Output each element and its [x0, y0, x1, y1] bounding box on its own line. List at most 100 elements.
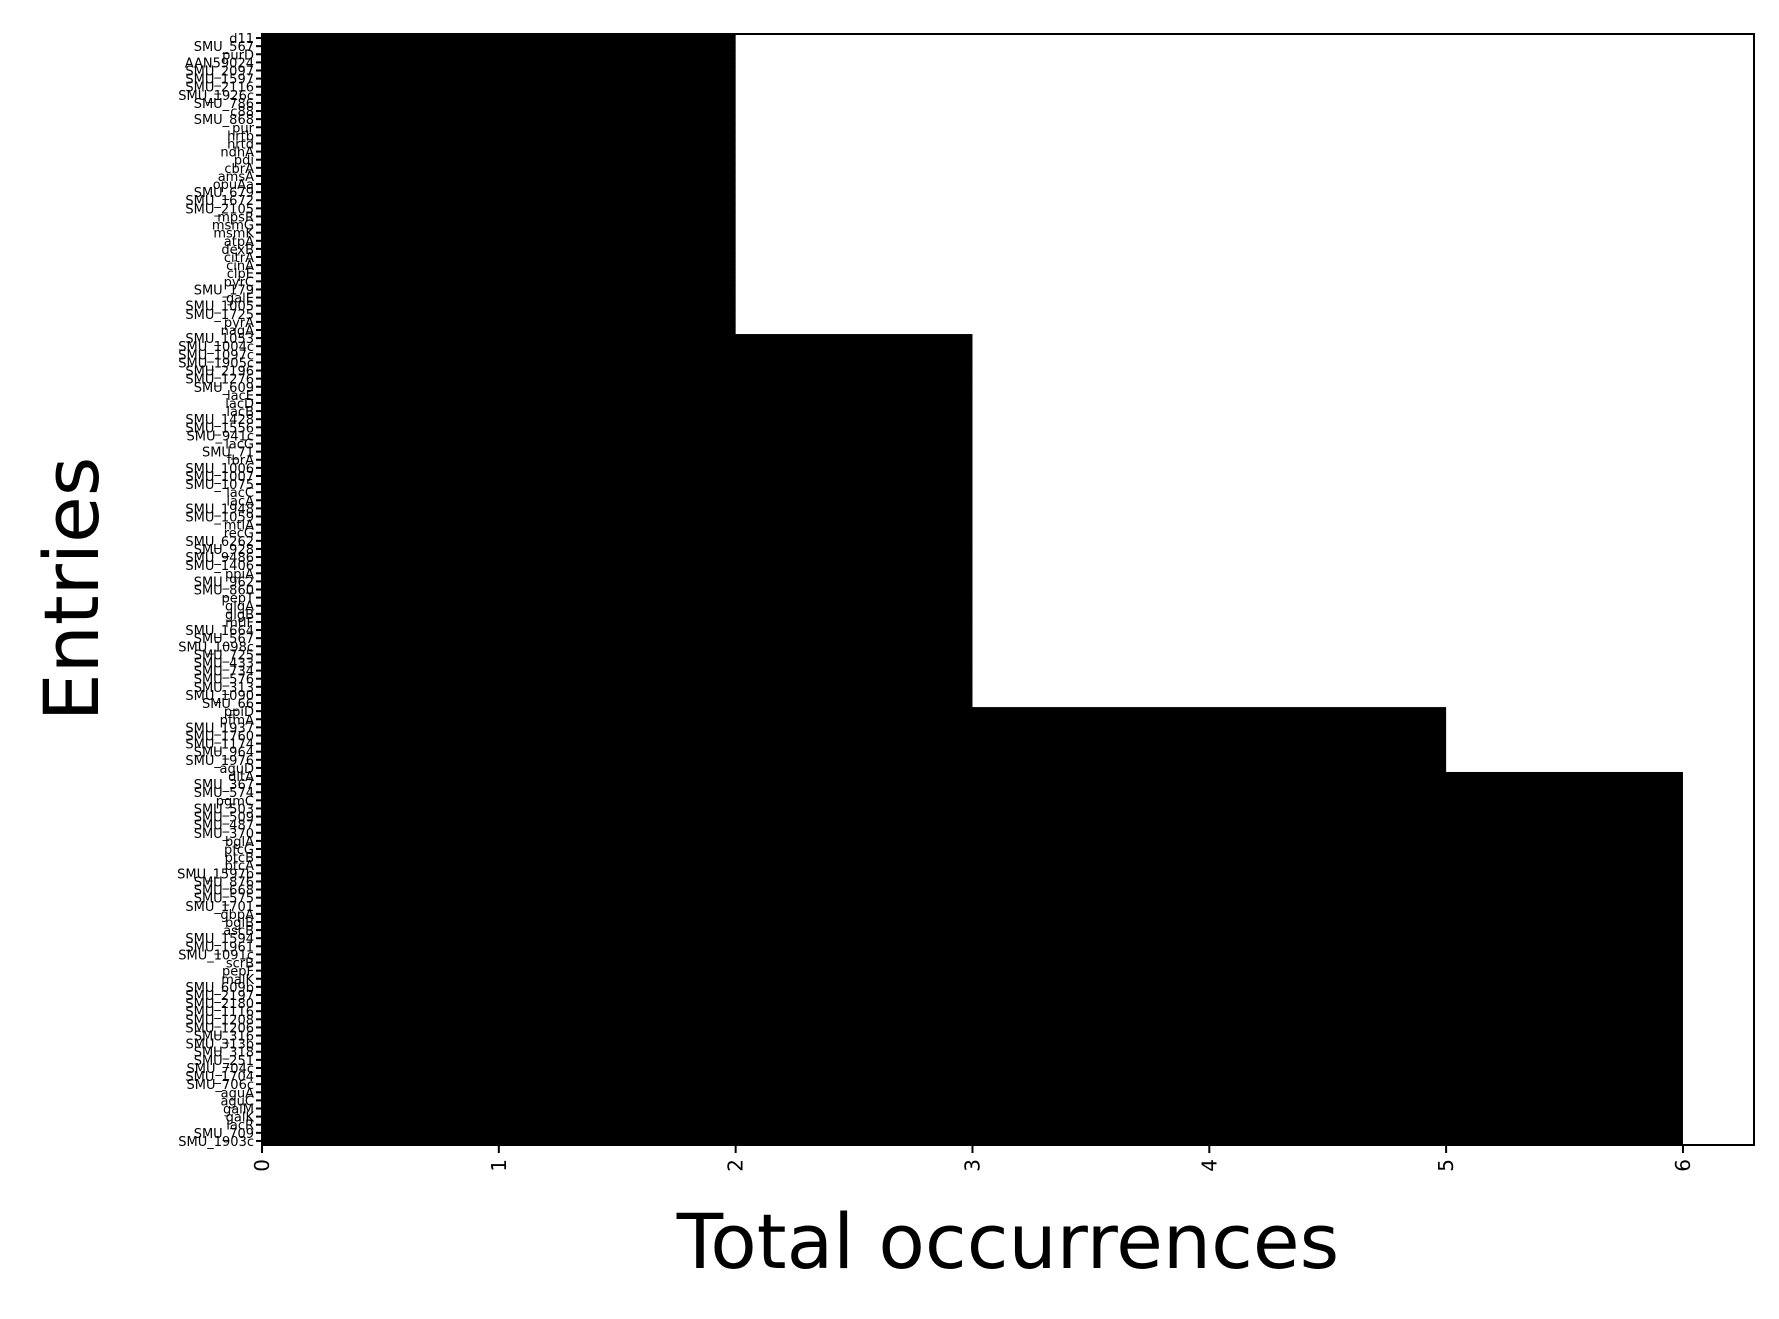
y-tick-label: msmG — [212, 219, 254, 234]
x-axis-label: Total occurrences — [676, 1197, 1339, 1286]
bar-52 — [262, 455, 973, 465]
bar-39 — [262, 350, 973, 359]
bar-25 — [262, 236, 736, 246]
bar-135 — [262, 1128, 1683, 1138]
bar-99 — [262, 836, 1683, 846]
y-tick-label: ptcA — [225, 859, 254, 874]
y-tick-label: SMU_1701 — [185, 900, 254, 915]
y-tick-label: lacG — [225, 438, 254, 453]
bar-116 — [262, 974, 1683, 984]
bar-101 — [262, 853, 1683, 862]
y-tick-label: SMU_1059 — [185, 511, 254, 526]
bar-69 — [262, 593, 973, 603]
y-tick-label: SMU_509 — [194, 811, 254, 826]
y-tick-label: SMU_71 — [202, 446, 254, 461]
bar-5 — [262, 74, 736, 84]
y-tick-label: SMU_1075 — [185, 478, 254, 493]
y-tick-label: SMU_2180 — [185, 997, 254, 1012]
bar-49 — [262, 431, 973, 441]
y-tick-label: galM — [223, 1103, 254, 1118]
y-tick-label: SMU_316 — [194, 1030, 254, 1045]
y-tick-label: scrB — [226, 957, 254, 972]
y-tick-label: SMU_1206 — [185, 1021, 254, 1036]
bar-11 — [262, 123, 736, 132]
bar-121 — [262, 1015, 1683, 1024]
y-tick-label: SMU_1976 — [185, 754, 254, 769]
bar-63 — [262, 544, 973, 554]
y-tick-label: SMU_860 — [194, 584, 254, 599]
y-tick-label: SMU_704c — [187, 1062, 254, 1077]
y-tick-label: malK — [221, 973, 254, 988]
bar-4 — [262, 66, 736, 76]
y-tick-label: glgB — [225, 608, 254, 623]
y-tick-label: pfmA — [220, 713, 254, 728]
bar-66 — [262, 569, 973, 578]
y-tick-label: SMU_2105 — [185, 202, 254, 217]
bar-33 — [262, 301, 736, 311]
bar-43 — [262, 382, 973, 392]
bar-67 — [262, 577, 973, 587]
bar-76 — [262, 650, 973, 660]
y-tick-label: c88 — [230, 105, 254, 120]
bar-128 — [262, 1072, 1683, 1081]
y-tick-label: SMU_574 — [194, 786, 254, 801]
bar-111 — [262, 934, 1683, 943]
bar-19 — [262, 188, 736, 197]
y-tick-label: SMU_1926c — [178, 89, 254, 104]
bar-94 — [262, 796, 1683, 806]
bar-110 — [262, 926, 1683, 935]
bars-group — [262, 34, 1683, 1146]
y-tick-label: recG — [224, 527, 254, 542]
bar-38 — [262, 342, 973, 351]
bar-90 — [262, 763, 1447, 773]
x-tick-label: 5 — [1434, 1159, 1458, 1172]
y-tick-label: SMU_1097c — [178, 348, 254, 363]
bar-2 — [262, 50, 736, 59]
bar-126 — [262, 1055, 1683, 1065]
y-tick-label: SMU_1428 — [185, 413, 254, 428]
bar-40 — [262, 358, 973, 368]
y-tick-label: ascB — [223, 924, 254, 939]
y-tick-label: opuAa — [213, 178, 254, 193]
y-tick-label: SMU_1006 — [185, 462, 254, 477]
bar-133 — [262, 1112, 1683, 1122]
bar-83 — [262, 707, 1447, 716]
y-tick-label: galK — [226, 1111, 255, 1126]
y-tick-label: SMU_1704 — [185, 1070, 254, 1085]
bar-35 — [262, 317, 736, 327]
bar-95 — [262, 804, 1683, 814]
y-tick-label: SMU_1005 — [185, 300, 254, 315]
y-tick-label: msmK — [213, 227, 254, 242]
y-tick-label: aguA — [221, 1086, 254, 1101]
bar-41 — [262, 366, 973, 376]
bar-93 — [262, 788, 1683, 797]
bar-14 — [262, 147, 736, 157]
y-tick-label: SMU_9486 — [185, 551, 254, 566]
y-tick-label: pur — [232, 121, 254, 136]
y-tick-label: pepT — [222, 592, 255, 607]
y-axis-ticks: d11SMU_567purDAAN59024SMU_2097SMU_1597SM… — [177, 32, 262, 1150]
bar-44 — [262, 390, 973, 400]
bar-102 — [262, 861, 1683, 870]
y-tick-label: SMU_1725 — [185, 308, 254, 323]
bar-23 — [262, 220, 736, 230]
bar-104 — [262, 877, 1683, 887]
x-tick-label: 3 — [960, 1159, 984, 1172]
y-tick-label: SMU_1116 — [185, 1005, 254, 1020]
y-tick-label: dltA — [228, 770, 254, 785]
bar-65 — [262, 561, 973, 570]
bar-30 — [262, 277, 736, 286]
y-tick-label: SMU_1597b — [177, 867, 254, 882]
y-tick-label: SMU_941c — [187, 429, 254, 444]
y-tick-label: nagA — [221, 324, 254, 339]
x-axis-ticks: 0 1 2 3 4 5 6 — [250, 1145, 1695, 1172]
bar-78 — [262, 666, 973, 676]
y-tick-label: AAN59024 — [185, 56, 254, 71]
y-tick-label: SMU_487 — [194, 819, 254, 834]
y-tick-label: SMU_576 — [194, 673, 254, 688]
bar-70 — [262, 601, 973, 611]
y-tick-label: SMU_679 — [194, 186, 254, 201]
y-tick-label: lacA — [226, 494, 254, 509]
bar-100 — [262, 844, 1683, 854]
y-tick-label: SMU_1664 — [185, 624, 254, 639]
